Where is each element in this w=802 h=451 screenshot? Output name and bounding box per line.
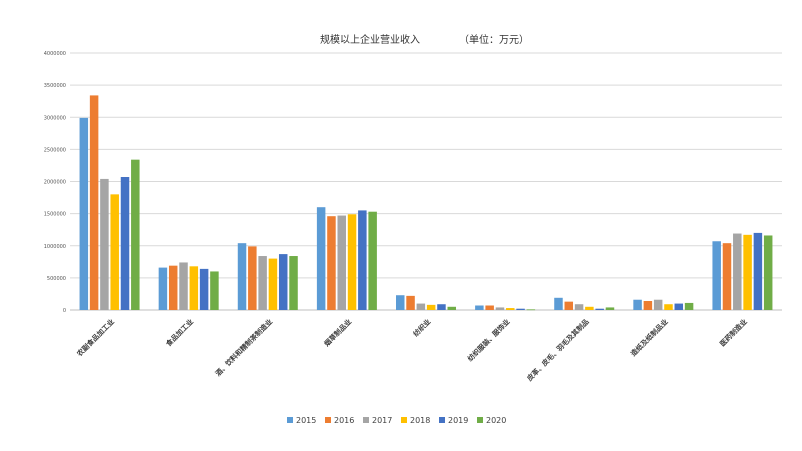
y-tick-label: 1500000 [44,212,66,218]
bar-2017-8 [733,233,742,310]
bar-2019-5 [516,308,525,310]
bar-2017-7 [653,299,663,310]
bar-2016-5 [485,305,494,310]
bars [79,95,773,311]
bar-2017-2 [258,256,267,310]
bar-2017-6 [574,304,584,310]
bar-2015-7 [633,299,642,310]
bar-2015-4 [396,295,405,310]
bar-2020-7 [684,302,694,310]
legend-swatch-2018 [401,417,407,423]
y-tick-label: 1000000 [44,244,66,250]
bar-2019-0 [120,177,130,310]
y-tick-label: 0 [63,308,66,314]
bar-2018-4 [426,304,436,310]
bar-2015-3 [316,207,326,310]
y-tick-label: 3500000 [44,83,66,89]
y-tick-label: 500000 [47,276,66,282]
legend-label-2019: 2019 [448,416,468,425]
bar-2017-1 [179,262,188,310]
bar-2020-1 [210,271,219,310]
gridlines [70,52,782,311]
y-tick-label: 2500000 [44,147,66,153]
bar-2018-3 [347,214,357,310]
bar-2020-0 [131,159,140,310]
bar-2015-8 [712,241,721,310]
bar-2019-2 [278,254,288,310]
bar-2020-3 [368,211,377,310]
x-category-label: 纺织服装、服饰业 [466,317,512,363]
bar-2020-4 [447,306,456,310]
bar-2020-2 [289,256,298,310]
legend-label-2018: 2018 [410,416,430,425]
legend-swatch-2019 [439,417,445,423]
bar-2019-3 [358,210,367,310]
x-category-label: 纺织业 [411,317,432,338]
y-tick-label: 4000000 [44,51,66,57]
bar-2018-7 [664,304,673,310]
bar-2018-1 [189,266,199,310]
bar-2016-1 [168,265,178,310]
chart-title: 规模以上企业营业收入 [320,33,420,46]
bar-2016-8 [722,243,732,310]
bar-2016-4 [406,295,415,310]
bar-2015-2 [237,243,247,310]
bar-2016-3 [327,216,336,310]
chart-unit-label: （单位：万元） [459,33,529,46]
bar-2020-6 [605,307,615,310]
bar-2017-4 [416,303,426,310]
legend-swatch-2017 [363,417,369,423]
legend-label-2015: 2015 [296,416,316,425]
bar-2018-6 [585,306,594,310]
bar-2015-5 [475,305,484,310]
x-category-label: 造纸及纸制品业 [629,317,670,358]
bar-2019-4 [437,304,446,310]
bar-2015-1 [158,267,168,310]
bar-2020-8 [763,235,773,310]
bar-2015-0 [79,117,89,310]
y-tick-label: 3000000 [44,115,66,121]
bar-2018-5 [506,308,515,310]
legend-label-2017: 2017 [372,416,392,425]
x-category-label: 酒、饮料和精制茶制造业 [213,317,274,378]
x-category-label: 食品加工业 [163,317,195,349]
bar-2016-7 [643,301,653,310]
legend-swatch-2015 [287,417,293,423]
bar-2018-8 [743,234,752,310]
legend-swatch-2020 [477,417,483,423]
bar-2019-8 [753,232,763,310]
legend-label-2020: 2020 [486,416,506,425]
legend: 2015 2016 2017 2018 2019 2020 [287,416,506,425]
bar-2015-6 [554,297,563,310]
bar-2016-6 [564,301,574,310]
bar-2017-3 [337,215,346,310]
x-category-label: 农副食品加工业 [74,317,116,359]
x-category-label: 烟草制品业 [322,317,353,348]
legend-label-2016: 2016 [334,416,354,425]
x-category-label: 医药制造业 [718,317,749,348]
bar-2018-2 [268,258,278,310]
bar-2019-1 [199,268,209,310]
y-axis-ticks: 0 500000 1000000 1500000 2000000 2500000 30000… [44,51,66,314]
bar-2019-7 [674,303,684,310]
bar-2018-0 [110,194,119,310]
bar-2016-2 [248,246,257,310]
x-category-label: 皮革、皮毛、羽毛及其制品 [524,317,590,383]
y-tick-label: 2000000 [44,180,66,186]
bar-2017-0 [100,178,109,310]
bar-2020-5 [526,309,536,311]
bar-2017-5 [495,307,505,310]
bar-2016-0 [89,95,99,310]
bar-2019-6 [595,308,604,310]
x-axis-labels: 农副食品加工业 食品加工业 酒、饮料和精制茶制造业 烟草制品业 纺织业 纺织服装、服饰业皮… [74,317,749,383]
legend-swatch-2016 [325,417,331,423]
